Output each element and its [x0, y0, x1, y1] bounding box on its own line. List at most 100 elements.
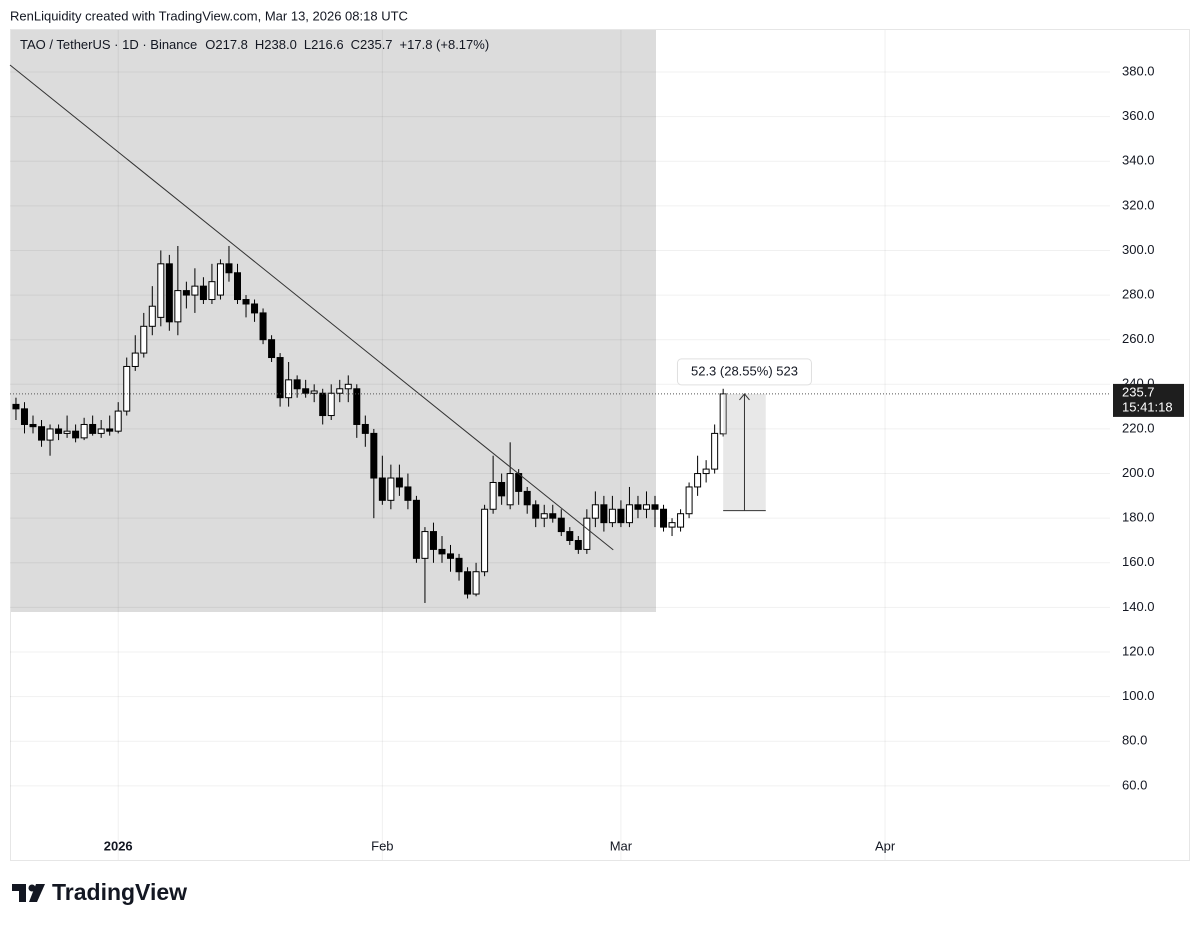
- y-tick-label: 360.0: [1122, 108, 1155, 123]
- y-tick-label: 320.0: [1122, 197, 1155, 212]
- candle-body: [540, 513, 548, 519]
- legend-item: C235.7: [351, 37, 393, 52]
- candle-body: [438, 548, 446, 555]
- price-label: 235.7: [1122, 384, 1155, 399]
- candle-body: [242, 299, 250, 305]
- candle-body: [199, 285, 207, 301]
- legend-item: L216.6: [304, 37, 344, 52]
- y-tick-label: 280.0: [1122, 287, 1155, 302]
- candle-body: [481, 508, 489, 573]
- y-tick-label: 260.0: [1122, 331, 1155, 346]
- candle-body: [216, 263, 224, 296]
- candle-body: [702, 468, 710, 475]
- candle-body: [677, 513, 685, 528]
- attribution: RenLiquidity created with TradingView.co…: [10, 8, 408, 23]
- candle-body: [55, 428, 63, 434]
- candle-body: [617, 508, 625, 524]
- candle-body: [660, 508, 668, 528]
- legend: TAO / TetherUS · 1D · Binance O217.8 H238.…: [20, 37, 489, 52]
- y-tick-label: 160.0: [1122, 554, 1155, 569]
- candle-body: [404, 486, 412, 501]
- legend-item: O217.8: [205, 37, 248, 52]
- candle-body: [498, 481, 506, 497]
- candle-body: [685, 486, 693, 515]
- candle-body: [208, 281, 216, 301]
- candle-body: [532, 504, 540, 519]
- candle-body: [336, 388, 344, 394]
- price-label-box: [1113, 383, 1184, 417]
- candle-body: [38, 426, 46, 441]
- y-tick-label: 120.0: [1122, 643, 1155, 658]
- candle-body: [123, 365, 131, 412]
- candle-body: [140, 325, 148, 354]
- candle-body: [600, 504, 608, 524]
- candle-body: [515, 473, 523, 492]
- candle-body: [63, 430, 71, 434]
- candle-body: [97, 428, 105, 434]
- candle-body: [651, 504, 659, 510]
- candle-body: [625, 504, 633, 524]
- candle-body: [455, 557, 463, 573]
- candles: [12, 245, 727, 603]
- trendline: [9, 64, 614, 551]
- y-tick-label: 300.0: [1122, 242, 1155, 257]
- candle-body: [251, 303, 259, 314]
- candle-body: [285, 379, 293, 399]
- y-tick-label: 80.0: [1122, 733, 1147, 748]
- y-tick-label: 340.0: [1122, 153, 1155, 168]
- y-tick-label: 380.0: [1122, 63, 1155, 78]
- candle-body: [523, 490, 531, 506]
- candle-body: [174, 290, 182, 323]
- logo-dot: [28, 884, 36, 892]
- candle-body: [378, 477, 386, 501]
- measure-label-box: [676, 358, 812, 386]
- candle-body: [148, 305, 156, 327]
- candle-body: [268, 339, 276, 359]
- candle-body: [259, 312, 267, 341]
- candle-body: [591, 504, 599, 519]
- candle-body: [12, 403, 20, 410]
- candle-body: [719, 393, 727, 435]
- x-tick-label: 2026: [104, 838, 133, 853]
- candle-body: [46, 428, 54, 441]
- y-tick-label: 180.0: [1122, 510, 1155, 525]
- candle-body: [89, 423, 97, 434]
- candle-body: [276, 357, 284, 399]
- candle-body: [634, 504, 642, 510]
- y-tick-label: 140.0: [1122, 599, 1155, 614]
- candle-body: [549, 513, 557, 519]
- candle-body: [361, 423, 369, 434]
- candle-body: [387, 477, 395, 501]
- logo-mark: [29, 884, 45, 902]
- candle-body: [72, 430, 80, 439]
- candle-body: [233, 272, 241, 301]
- measure-arrow: [739, 393, 750, 401]
- legend-item: H238.0: [255, 37, 297, 52]
- candle-body: [80, 423, 88, 439]
- candle-body: [114, 410, 122, 432]
- candle-body: [29, 423, 37, 428]
- candle-body: [421, 531, 429, 559]
- candle-body: [447, 553, 455, 559]
- candle-body: [370, 432, 378, 479]
- symbol: TAO / TetherUS · 1D · Binance: [20, 37, 197, 52]
- y-tick-label: 220.0: [1122, 420, 1155, 435]
- x-tick-label: Feb: [371, 838, 393, 853]
- y-tick-label: 200.0: [1122, 465, 1155, 480]
- candle-body: [293, 379, 301, 390]
- candle-body: [165, 263, 173, 323]
- candle-body: [131, 352, 139, 367]
- x-tick-label: Mar: [610, 838, 633, 853]
- candle-body: [327, 392, 335, 417]
- candle-body: [608, 508, 616, 524]
- candle-body: [191, 285, 199, 296]
- candle-body: [106, 428, 114, 432]
- candle-body: [157, 263, 165, 318]
- candle-body: [353, 388, 361, 425]
- candle-body: [395, 477, 403, 488]
- overlay: 52.3 (28.55%) 523: [9, 64, 1110, 551]
- brand-logo: TradingView: [12, 879, 187, 905]
- candle-body: [464, 571, 472, 595]
- candle-body: [489, 481, 497, 510]
- candle-body: [472, 571, 480, 595]
